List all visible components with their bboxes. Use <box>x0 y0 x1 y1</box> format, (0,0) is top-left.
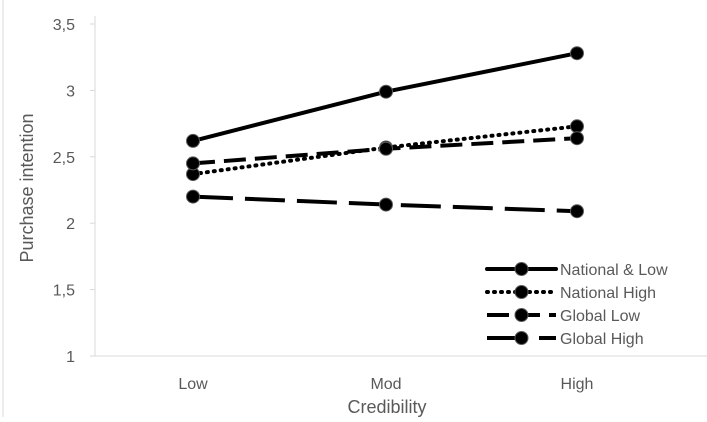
legend-label: National High <box>560 285 656 302</box>
data-point-global-low-high <box>570 131 584 146</box>
data-point-global-high-mod <box>379 197 393 212</box>
y-tick-label: 3,5 <box>53 17 75 34</box>
legend: National & Low National High Global Low Glo… <box>485 262 668 348</box>
y-tick-label: 2 <box>66 216 75 233</box>
legend-swatch-marker <box>514 262 529 276</box>
y-tick-label: 1 <box>66 349 75 366</box>
y-tick-label: 3 <box>66 83 75 100</box>
legend-label: National & Low <box>560 262 668 279</box>
y-axis-title: Purchase intention <box>17 113 37 262</box>
x-axis-title: Credibility <box>347 397 426 417</box>
data-point-national-high-high <box>570 119 584 134</box>
legend-item-global-high: Global High <box>487 331 644 348</box>
legend-item-national-low: National & Low <box>485 262 668 279</box>
data-point-global-low-low <box>186 156 200 171</box>
series-global-high <box>186 189 584 219</box>
legend-item-national-high: National High <box>485 285 656 302</box>
series-national-low <box>186 46 584 148</box>
legend-label: Global Low <box>560 308 640 325</box>
data-point-global-low-mod <box>379 141 393 156</box>
series-layer <box>186 46 584 219</box>
data-point-national-low-mod <box>379 84 393 99</box>
series-global-low <box>186 131 584 171</box>
legend-swatch-marker <box>514 331 529 345</box>
y-tick-label: 1,5 <box>53 283 75 300</box>
data-point-global-high-low <box>186 189 200 204</box>
legend-swatch-marker <box>514 308 529 322</box>
legend-item-global-low: Global Low <box>487 308 640 325</box>
data-point-global-high-high <box>570 204 584 219</box>
data-point-national-low-low <box>186 133 200 148</box>
legend-label: Global High <box>560 331 644 348</box>
data-point-national-low-high <box>570 46 584 61</box>
y-tick-label: 2,5 <box>53 150 75 167</box>
x-tick-label-mod: Mod <box>370 376 401 393</box>
x-tick-label-high: High <box>561 376 594 393</box>
legend-swatch-marker <box>514 285 529 299</box>
x-tick-label-low: Low <box>178 376 208 393</box>
